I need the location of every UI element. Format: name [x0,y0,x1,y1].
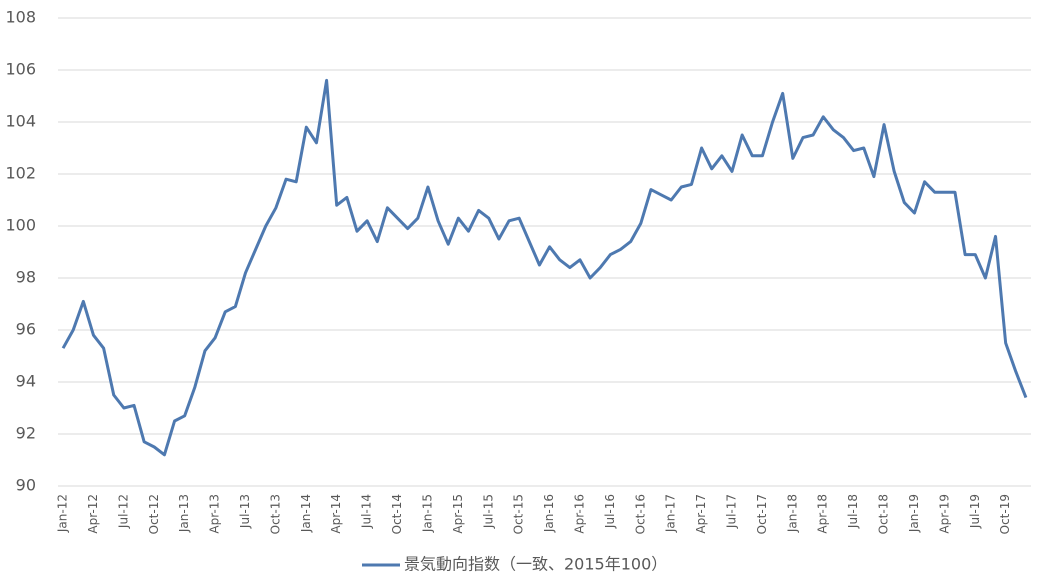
x-tick-label: Oct-12 [147,494,161,534]
x-tick-label: Jul-17 [725,494,739,529]
x-tick-label: Apr-15 [451,494,465,534]
x-tick-label: Jul-16 [603,494,617,529]
x-tick-label: Jul-19 [968,494,982,529]
x-tick-label: Apr-18 [816,494,830,534]
x-tick-label: Oct-16 [633,494,647,534]
x-tick-label: Apr-16 [572,494,586,534]
x-tick-label: Oct-14 [390,494,404,534]
x-tick-label: Apr-13 [208,494,222,534]
x-tick-label: Jan-16 [542,494,556,533]
x-tick-label: Oct-17 [755,494,769,534]
y-tick-label: 102 [5,164,36,183]
x-tick-label: Jan-12 [56,494,70,533]
x-tick-label: Jul-13 [238,494,252,529]
y-tick-label: 90 [16,476,36,495]
x-tick-label: Oct-13 [268,494,282,534]
x-tick-label: Oct-15 [512,494,526,534]
y-tick-label: 104 [5,112,36,131]
x-tick-label: Jan-17 [664,494,678,533]
x-tick-label: Jul-18 [846,494,860,529]
y-tick-label: 96 [16,320,36,339]
x-tick-label: Jul-12 [116,494,130,529]
y-tick-label: 108 [5,8,36,27]
x-tick-label: Jan-15 [420,494,434,533]
x-tick-label: Jan-13 [177,494,191,533]
legend-label: 景気動向指数（一致、2015年100） [404,555,667,574]
x-tick-label: Jan-18 [785,494,799,533]
y-tick-label: 100 [5,216,36,235]
x-tick-label: Jan-14 [299,494,313,533]
x-tick-label: Apr-14 [329,494,343,534]
y-tick-label: 98 [16,268,36,287]
x-tick-label: Jan-19 [907,494,921,533]
x-tick-label: Jul-14 [360,494,374,529]
data-line [61,78,1028,457]
x-tick-label: Jul-15 [481,494,495,529]
y-tick-label: 94 [16,372,36,391]
x-tick-label: Apr-17 [694,494,708,534]
x-tick-label: Apr-19 [937,494,951,534]
y-tick-label: 106 [5,60,36,79]
x-tick-label: Oct-19 [998,494,1012,534]
x-tick-label: Apr-12 [86,494,100,534]
x-tick-label: Oct-18 [877,494,891,534]
y-tick-label: 92 [16,424,36,443]
